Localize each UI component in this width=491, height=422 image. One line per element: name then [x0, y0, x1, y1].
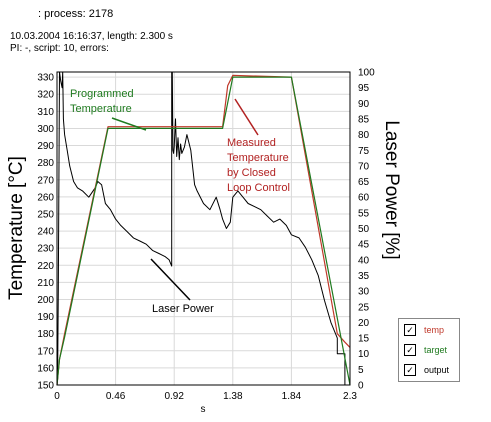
tick-labels: 3303203103002902802702602502402302202102… [37, 68, 375, 403]
y2-tick-label: 20 [358, 318, 370, 329]
legend-item-output[interactable]: ✓ output [404, 363, 449, 377]
y2-tick-label: 10 [358, 349, 370, 360]
y2-tick-label: 75 [358, 146, 370, 157]
x-tick-label: 0.92 [164, 391, 184, 402]
series-lines [56, 71, 351, 386]
x-axis-label: s [201, 404, 206, 415]
legend-item-target[interactable]: ✓ target [404, 343, 447, 357]
legend-label-output: output [424, 365, 450, 375]
legend-label-target: target [424, 345, 448, 355]
y-tick-label: 210 [37, 278, 54, 289]
y2-tick-label: 65 [358, 177, 370, 188]
y-tick-label: 190 [37, 312, 54, 323]
y2-tick-label: 85 [358, 114, 370, 125]
legend-label-temp: temp [424, 325, 445, 335]
y-tick-label: 310 [37, 107, 54, 118]
x-tick-label: 1.84 [282, 391, 302, 402]
y2-tick-label: 45 [358, 240, 370, 251]
series-line-target [56, 76, 351, 386]
y2-tick-label: 5 [358, 365, 364, 376]
y2-tick-label: 60 [358, 193, 370, 204]
y2-tick-label: 50 [358, 224, 370, 235]
y-tick-label: 220 [37, 261, 54, 272]
y2-tick-label: 80 [358, 130, 370, 141]
y2-tick-label: 15 [358, 334, 370, 345]
y-axis-label: Temperature [°C] [6, 156, 27, 300]
y2-tick-label: 55 [358, 208, 370, 219]
y-tick-label: 320 [37, 90, 54, 101]
annotation-measured-3: by Closed [227, 167, 276, 179]
grid-lines [56, 72, 351, 386]
y2-tick-label: 40 [358, 255, 370, 266]
y-tick-label: 260 [37, 192, 54, 203]
annotation-programmed-2: Temperature [70, 103, 132, 115]
y-tick-label: 200 [37, 295, 54, 306]
y-tick-label: 160 [37, 363, 54, 374]
series-line-temp [56, 74, 351, 386]
y2-axis-label: Laser Power [%] [381, 120, 402, 259]
y2-tick-label: 35 [358, 271, 370, 282]
annotation-programmed-pointer [111, 117, 147, 131]
y-tick-label: 270 [37, 175, 54, 186]
y-tick-label: 250 [37, 209, 54, 220]
process-status-line: PI: -, script: 10, errors: [10, 43, 109, 54]
legend-item-temp[interactable]: ✓ temp [404, 323, 444, 337]
legend: ✓ temp ✓ target ✓ output [398, 318, 460, 382]
y2-tick-label: 70 [358, 161, 370, 172]
y2-tick-label: 0 [358, 381, 364, 392]
series-line-output [56, 71, 346, 386]
annotation-measured-1: Measured [227, 137, 276, 149]
process-title: : process: 2178 [38, 8, 114, 20]
output-checkbox[interactable]: ✓ [404, 364, 416, 376]
annotation-programmed-1: Programmed [70, 88, 134, 100]
temp-checkbox[interactable]: ✓ [404, 324, 416, 336]
process-info-line: 10.03.2004 16:16:37, length: 2.300 s [10, 31, 173, 42]
annotation-measured-2: Temperature [227, 152, 289, 164]
x-tick-label: 1.38 [223, 391, 243, 402]
y-tick-label: 180 [37, 329, 54, 340]
annotation-measured-4: Loop Control [227, 182, 290, 194]
y-tick-label: 170 [37, 346, 54, 357]
y2-tick-label: 30 [358, 287, 370, 298]
y-tick-label: 240 [37, 227, 54, 238]
y-tick-label: 330 [37, 73, 54, 84]
y2-tick-label: 95 [358, 83, 370, 94]
plot-frame [56, 71, 351, 386]
x-tick-label: 2.3 [343, 391, 357, 402]
x-tick-label: 0.46 [106, 391, 126, 402]
y-tick-label: 280 [37, 158, 54, 169]
target-checkbox[interactable]: ✓ [404, 344, 416, 356]
y-tick-label: 230 [37, 244, 54, 255]
y-tick-label: 300 [37, 124, 54, 135]
y-tick-label: 290 [37, 141, 54, 152]
y2-tick-label: 25 [358, 302, 370, 313]
y2-tick-label: 90 [358, 99, 370, 110]
annotation-laser-power: Laser Power [152, 303, 214, 315]
annotation-laser-pointer [150, 258, 191, 301]
y-tick-label: 150 [37, 381, 54, 392]
y2-tick-label: 100 [358, 68, 375, 79]
x-tick-label: 0 [54, 391, 60, 402]
annotation-measured-pointer [234, 98, 259, 136]
